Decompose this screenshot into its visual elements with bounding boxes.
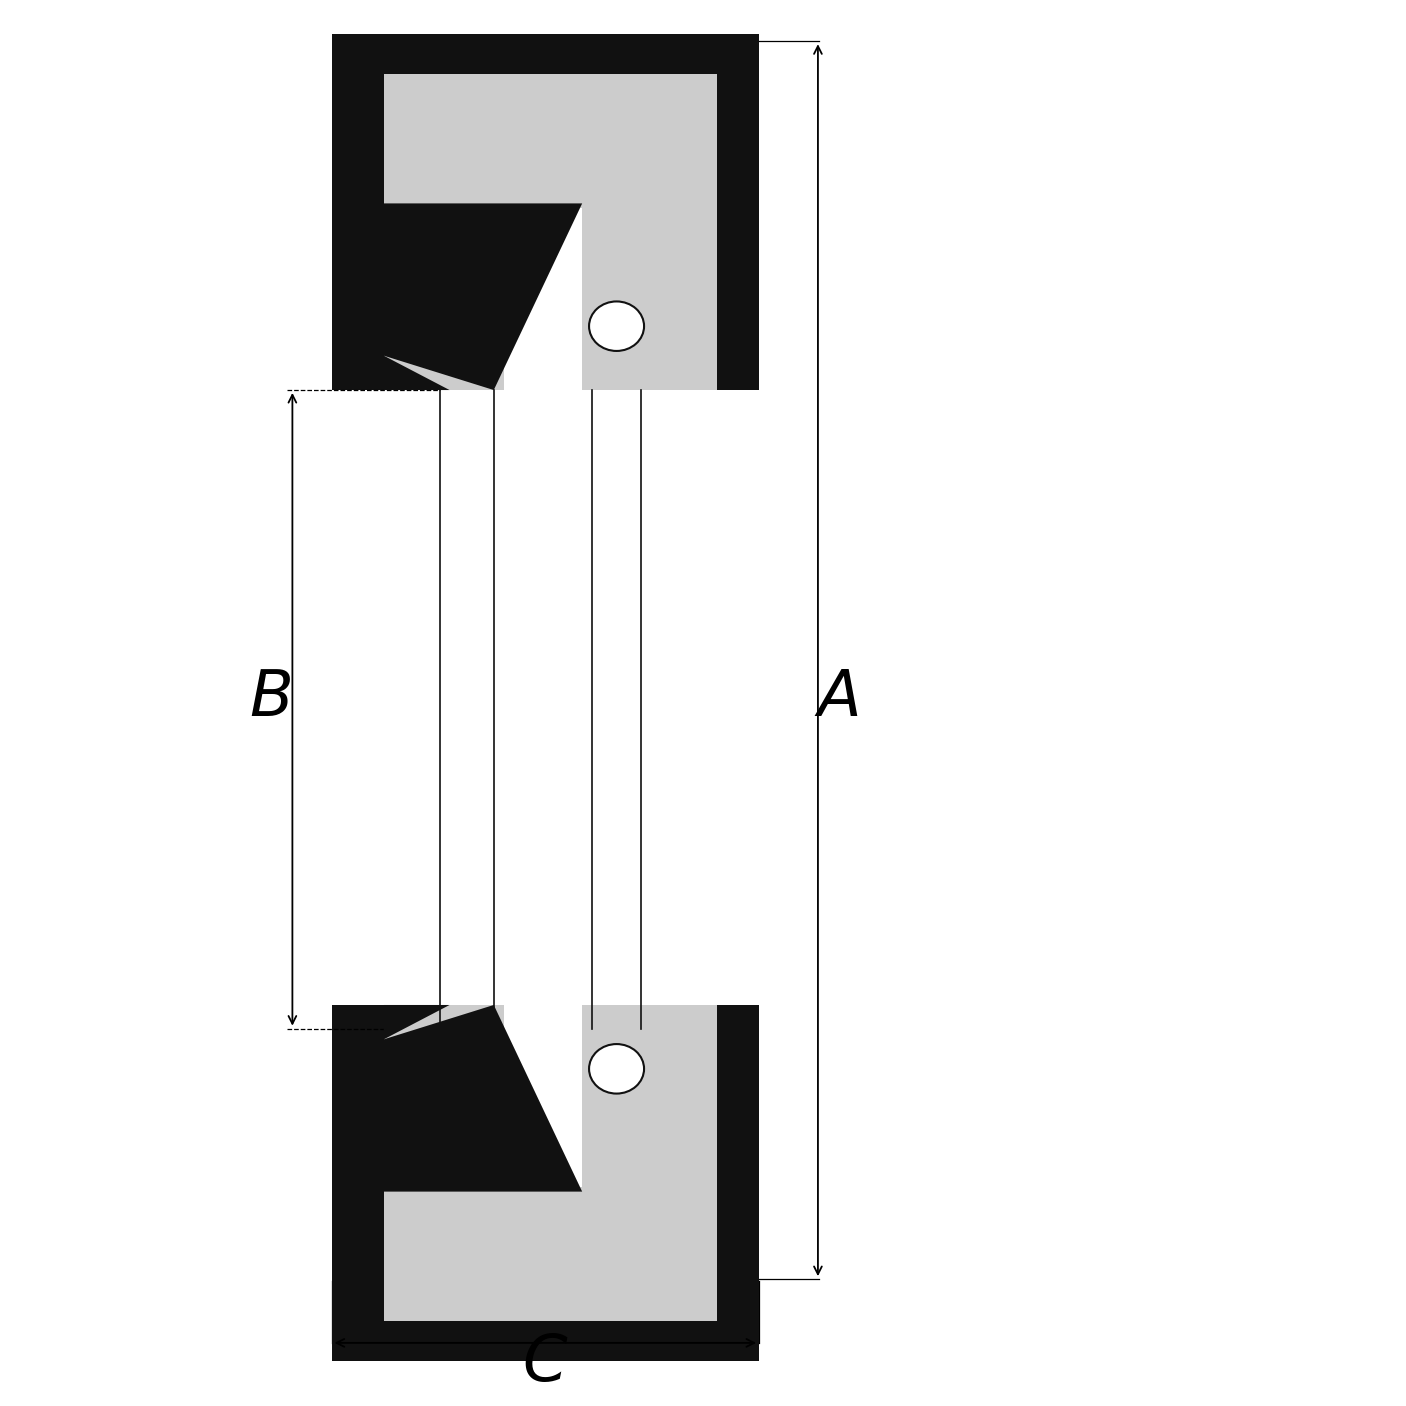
Polygon shape (332, 35, 759, 389)
Ellipse shape (589, 301, 644, 352)
Polygon shape (384, 73, 717, 389)
Polygon shape (384, 1005, 450, 1039)
Polygon shape (332, 1187, 384, 1322)
Polygon shape (332, 35, 759, 73)
Polygon shape (717, 73, 759, 389)
Text: C: C (523, 1331, 567, 1393)
Polygon shape (384, 1192, 717, 1322)
Polygon shape (384, 208, 503, 389)
Ellipse shape (589, 1045, 644, 1094)
Polygon shape (582, 208, 717, 389)
Polygon shape (384, 204, 582, 389)
Polygon shape (384, 1005, 582, 1192)
Polygon shape (384, 356, 450, 389)
Polygon shape (384, 1187, 717, 1322)
Text: B: B (249, 666, 292, 728)
Polygon shape (582, 1005, 717, 1192)
Polygon shape (332, 1322, 759, 1361)
Polygon shape (582, 204, 717, 389)
Text: A: A (818, 666, 862, 728)
Polygon shape (582, 1005, 717, 1187)
Polygon shape (384, 73, 717, 208)
Polygon shape (332, 73, 384, 208)
Polygon shape (384, 1005, 503, 1187)
Polygon shape (384, 1005, 717, 1322)
Polygon shape (717, 1005, 759, 1322)
Polygon shape (332, 1005, 759, 1361)
Polygon shape (384, 73, 717, 204)
